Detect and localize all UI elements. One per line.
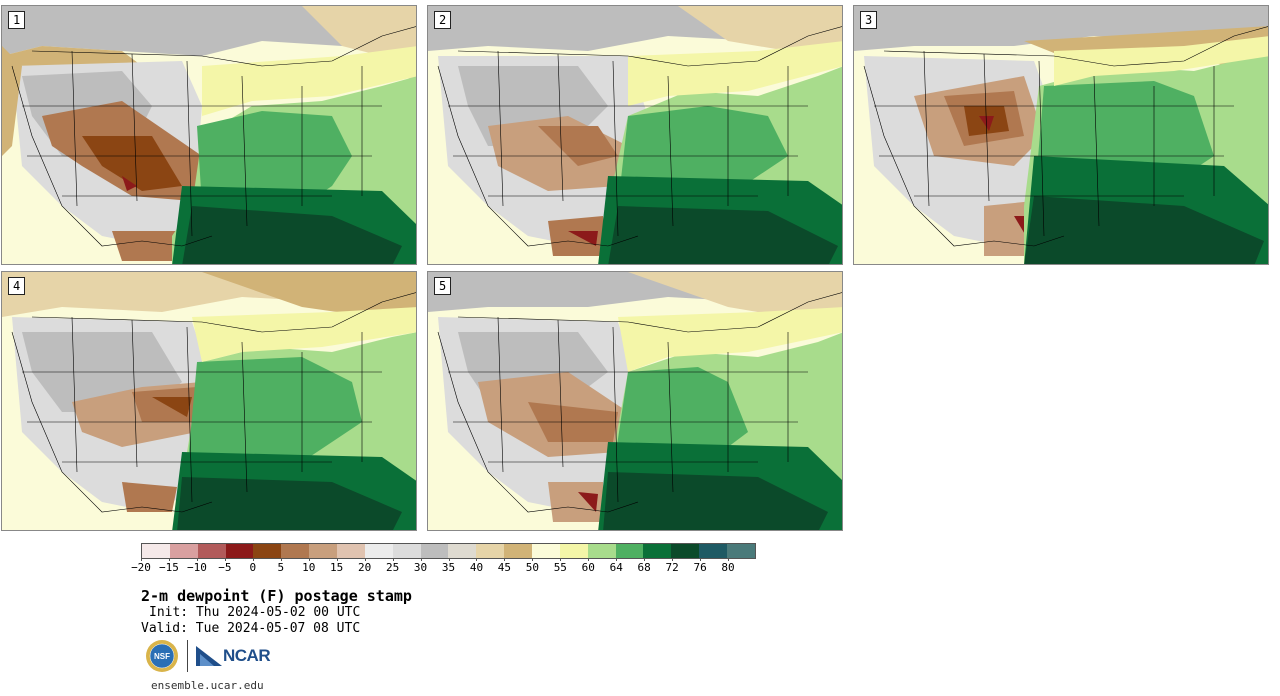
nsf-logo-icon: NSF [146, 640, 178, 672]
colorbar-cell [253, 544, 282, 558]
colorbar-tick-label: 30 [413, 561, 428, 574]
colorbar-tick-mark [672, 558, 674, 561]
logo-bar: NSF NCAR [145, 638, 271, 674]
map-panel-2: 2 [427, 5, 843, 265]
svg-text:NSF: NSF [154, 652, 170, 661]
colorbar-tick-mark [448, 558, 450, 561]
site-url: ensemble.ucar.edu [151, 679, 264, 692]
dewpoint-map-1 [2, 6, 416, 264]
panel-number-3: 3 [860, 11, 878, 29]
colorbar-cell [532, 544, 560, 558]
colorbar-tick-mark [420, 558, 422, 561]
colorbar-tick-mark [364, 558, 366, 561]
chart-title: 2-m dewpoint (F) postage stamp [141, 587, 412, 605]
colorbar-tick-mark [728, 558, 730, 561]
panel-number-2: 2 [434, 11, 452, 29]
colorbar-tick-label: 20 [358, 561, 372, 574]
colorbar-cell [337, 544, 365, 558]
colorbar-cell [476, 544, 505, 558]
colorbar-tick-mark [588, 558, 590, 561]
colorbar-tick-mark [308, 558, 310, 561]
colorbar-tick-label: 5 [277, 561, 285, 574]
colorbar-tick-mark [392, 558, 394, 561]
colorbar-cell [420, 544, 449, 558]
colorbar-tick-mark [700, 558, 702, 561]
panel-number-1: 1 [8, 11, 26, 29]
colorbar-tick-mark [644, 558, 646, 561]
colorbar-cell [392, 544, 421, 558]
colorbar-cell [225, 544, 254, 558]
map-panel-3: 3 [853, 5, 1269, 265]
panel-number-5: 5 [434, 277, 452, 295]
colorbar-cell [615, 544, 644, 558]
colorbar-tick-label: 76 [693, 561, 707, 574]
colorbar-tick-mark [616, 558, 618, 561]
colorbar-tick-label: 35 [441, 561, 456, 574]
colorbar-cell [699, 544, 728, 558]
colorbar-tick-label: −5 [218, 561, 232, 574]
valid-time: Valid: Tue 2024-05-07 08 UTC [141, 621, 361, 636]
map-panel-4: 4 [1, 271, 417, 531]
colorbar-cell [197, 544, 226, 558]
dewpoint-map-3 [854, 6, 1268, 264]
colorbar-cell [727, 544, 755, 558]
ncar-mark-icon [196, 646, 222, 666]
colorbar-tick-labels: −20 −15 −10 −5 0 5 10 15 20 25 30 35 40 45 50 55 60 64 68 7… [131, 558, 756, 577]
colorbar-tick-label: 80 [721, 561, 735, 574]
dewpoint-map-5 [428, 272, 842, 530]
colorbar-cell [504, 544, 533, 558]
map-panel-5: 5 [427, 271, 843, 531]
colorbar-tick-label: −20 [131, 561, 151, 574]
colorbar-cell [559, 544, 588, 558]
colorbar-tick-label: 72 [665, 561, 679, 574]
colorbar-tick-label: 15 [330, 561, 344, 574]
colorbar-cell [587, 544, 616, 558]
map-panel-1: 1 [1, 5, 417, 265]
init-time: Init: Thu 2024-05-02 00 UTC [149, 605, 361, 620]
colorbar-cell [142, 544, 170, 558]
colorbar-tick-mark [252, 558, 254, 561]
colorbar-tick-label: 10 [302, 561, 316, 574]
colorbar-tick-label: 55 [553, 561, 567, 574]
colorbar-tick-label: 60 [581, 561, 595, 574]
colorbar-tick-label: 45 [497, 561, 512, 574]
ncar-logo: NCAR [196, 646, 271, 666]
colorbar-tick-mark [560, 558, 562, 561]
colorbar-cell [671, 544, 700, 558]
colorbar-cell [309, 544, 338, 558]
colorbar-tick-label: 64 [609, 561, 623, 574]
colorbar-cell [364, 544, 393, 558]
logo-divider [187, 640, 188, 672]
colorbar-cell [643, 544, 672, 558]
colorbar-tick-mark [336, 558, 338, 561]
colorbar-tick-mark [196, 558, 198, 561]
colorbar-tick-label: −15 [159, 561, 179, 574]
panel-number-4: 4 [8, 277, 26, 295]
colorbar-tick-label: 40 [469, 561, 484, 574]
colorbar-cell [281, 544, 310, 558]
colorbar-tick-label: −10 [186, 561, 207, 574]
dewpoint-colorbar [141, 543, 756, 559]
colorbar-cell [448, 544, 477, 558]
colorbar-tick-mark [168, 558, 170, 561]
colorbar-tick-label: 68 [637, 561, 651, 574]
colorbar-tick-label: 25 [385, 561, 400, 574]
colorbar-tick-mark [141, 558, 142, 561]
ncar-logo-text: NCAR [223, 646, 271, 665]
colorbar-tick-mark [476, 558, 478, 561]
colorbar-tick-mark [532, 558, 534, 561]
colorbar-tick-mark [280, 558, 282, 561]
dewpoint-map-2 [428, 6, 842, 264]
colorbar-tick-mark [224, 558, 226, 561]
colorbar-tick-mark [504, 558, 506, 561]
dewpoint-map-4 [2, 272, 416, 530]
colorbar-cell [169, 544, 198, 558]
colorbar-tick-label: 50 [525, 561, 539, 574]
colorbar-tick-label: 0 [249, 561, 257, 574]
